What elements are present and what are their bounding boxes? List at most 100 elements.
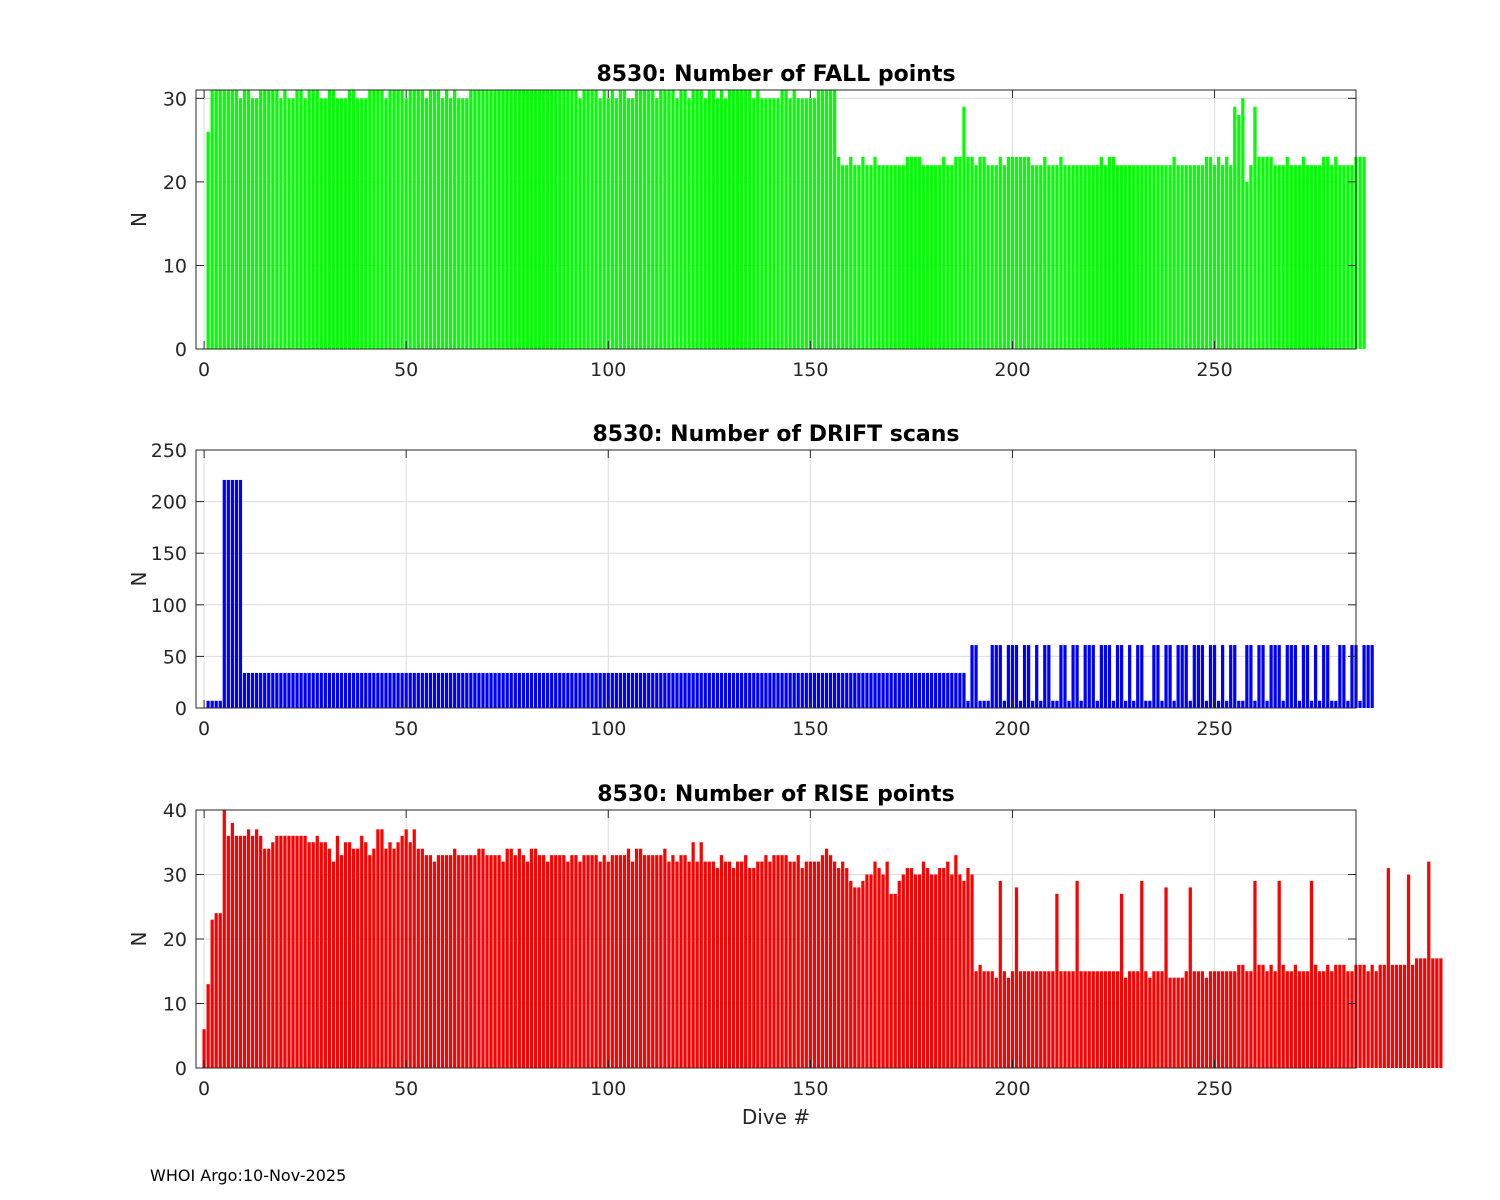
chart2-bar-234 [1148,977,1152,1068]
chart1-bar-225 [1111,700,1116,708]
chart1-bar-272 [1301,645,1306,708]
chart1-bar-100 [606,672,610,708]
chart1-bar-164 [865,672,869,708]
chart2-bar-229 [1128,971,1132,1068]
chart2-xtick-label-4: 200 [994,1078,1030,1100]
chart2-bar-105 [626,848,631,1068]
chart1-bar-37 [352,672,356,708]
chart1-bar-124 [703,672,707,708]
chart1-bar-220 [1091,645,1095,708]
chart2-bar-83 [537,855,542,1068]
chart0-ytick-label-2: 20 [163,172,187,194]
chart2-bar-207 [1039,971,1043,1068]
chart2-bar-259 [1249,971,1253,1068]
chart0-bar-249 [1208,156,1213,349]
chart0-bar-43 [376,90,380,349]
chart0-bar-78 [517,90,521,349]
chart0-bar-283 [1346,165,1350,349]
chart2-bar-225 [1111,971,1116,1068]
chart0-bar-106 [630,98,635,349]
chart2-bar-176 [913,874,918,1068]
chart1-bar-168 [881,672,885,708]
chart1-bar-148 [800,672,804,708]
chart1-bar-165 [869,672,873,708]
chart0-bar-16 [267,90,271,349]
chart2-bar-106 [630,861,635,1068]
chart2-bar-104 [622,855,627,1068]
chart0-bar-211 [1055,165,1059,349]
chart0-bar-50 [404,98,408,349]
chart2-bar-246 [1196,971,1200,1068]
chart1-bar-19 [279,672,283,708]
chart0-bar-93 [578,98,582,349]
chart1-bar-169 [885,672,889,708]
chart0-bar-21 [287,98,291,349]
chart1-bar-121 [691,672,695,708]
chart0-bar-26 [307,90,311,349]
chart1-bar-281 [1338,645,1342,708]
chart1-bar-219 [1087,645,1091,708]
drift-scans-chart: 0 50 100 150 200 250 0 50 100 150 200 250 8530: Numb… [127,422,1374,740]
chart2-bar-254 [1229,971,1233,1068]
chart0-xtick-label-5: 250 [1196,359,1232,381]
chart1-bar-196 [994,645,998,708]
chart1-ytick-label-0: 0 [175,698,187,720]
chart0-bar-86 [550,90,554,349]
chart2-bar-271 [1297,971,1302,1068]
chart2-bar-55 [424,855,428,1068]
chart2-bar-178 [921,861,926,1068]
chart1-bar-221 [1095,700,1099,708]
chart2-bar-244 [1188,887,1192,1068]
chart2-bar-183 [942,868,946,1068]
chart0-bar-202 [1018,156,1023,349]
chart1-bar-9 [238,479,243,708]
chart0-bar-92 [574,90,578,349]
chart1-bar-289 [1370,645,1374,708]
chart1-bar-111 [651,672,655,708]
chart0-bar-225 [1111,156,1116,349]
chart0-bar-39 [360,98,364,349]
chart0-bar-60 [444,90,449,349]
chart2-bar-221 [1095,971,1099,1068]
chart2-bar-163 [861,880,865,1068]
chart2-bar-28 [315,835,319,1068]
chart1-bar-63 [457,672,461,708]
chart2-bar-288 [1366,971,1370,1068]
chart2-bar-180 [929,874,934,1068]
chart0-bar-34 [339,98,344,349]
chart2-bar-299 [1410,964,1415,1068]
chart1-bar-47 [392,672,396,708]
chart2-bar-37 [352,848,356,1068]
chart0-bar-35 [343,98,348,349]
chart0-bar-151 [812,98,817,349]
chart1-bar-189 [966,700,970,708]
chart0-bar-226 [1115,165,1120,349]
chart1-bar-24 [299,672,303,708]
chart2-bar-169 [885,861,889,1068]
chart2-bar-57 [432,861,437,1068]
chart2-bar-139 [764,855,768,1068]
chart0-bar-171 [893,165,897,349]
chart0-bar-248 [1204,156,1209,349]
chart1-bar-249 [1208,645,1213,708]
chart2-bar-177 [917,874,922,1068]
chart1-bar-33 [335,672,340,708]
chart0-bar-90 [566,90,570,349]
chart0-bar-45 [384,98,388,349]
chart0-bar-239 [1168,165,1172,349]
chart0-bar-123 [699,90,703,349]
chart1-bar-167 [877,672,881,708]
chart1-bar-181 [934,672,938,708]
chart1-bar-232 [1140,645,1144,708]
chart0-bar-73 [497,90,501,349]
chart2-bar-226 [1115,971,1120,1068]
chart2-bar-66 [469,855,473,1068]
chart2-bar-298 [1406,874,1411,1068]
chart2-bar-95 [586,855,590,1068]
chart2-bar-78 [517,848,521,1068]
chart1-bar-259 [1249,645,1253,708]
chart0-bar-250 [1212,165,1217,349]
chart2-bar-119 [683,855,687,1068]
chart2-xtick-label-0: 0 [198,1078,210,1100]
chart0-bar-88 [558,90,562,349]
